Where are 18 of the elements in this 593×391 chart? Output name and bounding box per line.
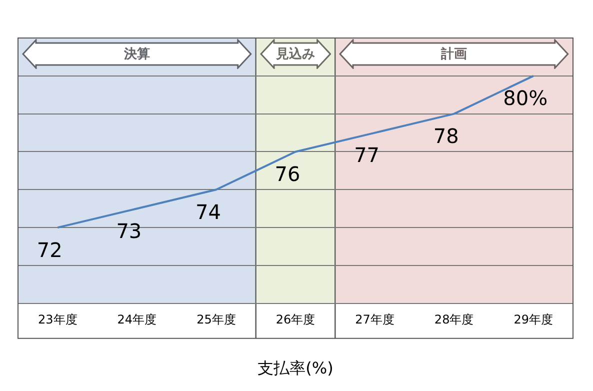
x-axis-title: 支払率(%) [258,358,334,378]
x-tick-label: 27年度 [355,312,394,327]
data-label: 73 [116,218,142,243]
data-label: 74 [195,200,221,224]
data-label: 76 [274,162,300,186]
x-tick-label: 29年度 [514,312,553,327]
data-label: 78 [433,124,459,148]
band-label: 計画 [441,46,468,63]
x-tick-label: 24年度 [117,312,157,327]
band-label: 決算 [124,46,150,63]
x-tick-label: 25年度 [196,312,236,327]
data-label: 77 [354,142,380,167]
data-label: 80% [503,86,548,110]
x-tick-label: 28年度 [434,312,474,327]
data-label: 72 [36,238,62,262]
x-tick-label: 23年度 [38,312,78,327]
x-tick-label: 26年度 [276,312,316,327]
band-label: 見込み [276,46,315,63]
